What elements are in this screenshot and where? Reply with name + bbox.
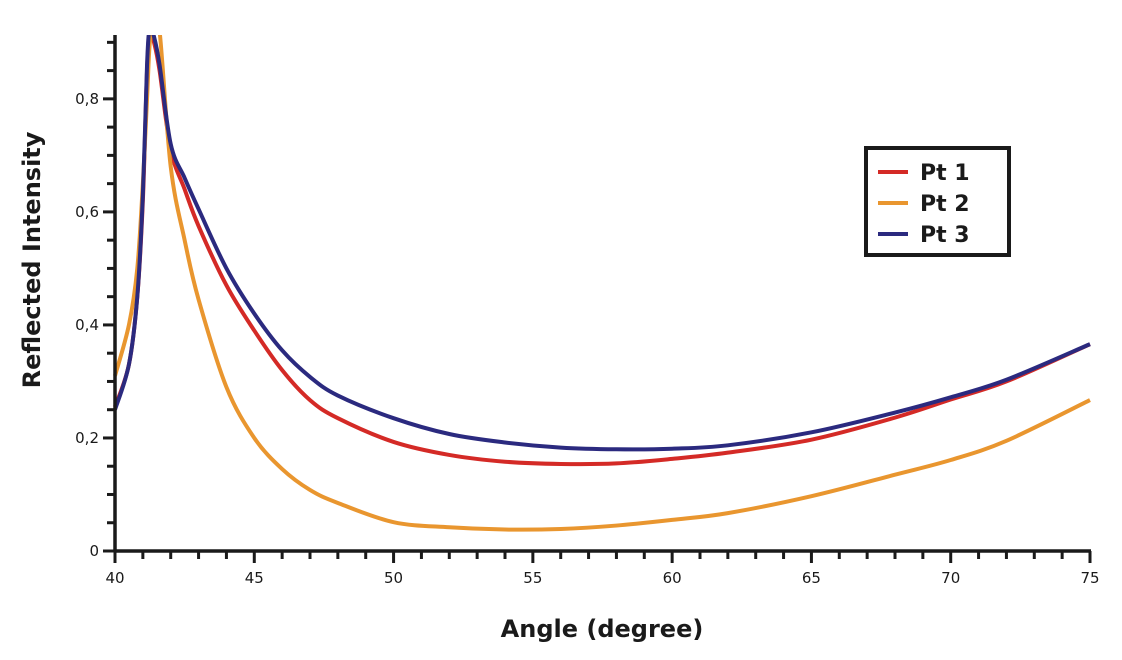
y-tick-label: 0,8	[75, 90, 99, 108]
x-tick-label: 75	[1080, 569, 1099, 587]
x-tick-label: 45	[245, 569, 264, 587]
legend-label-pt3: Pt 3	[920, 223, 970, 248]
x-tick-label: 55	[523, 569, 542, 587]
y-tick-label: 0,6	[75, 203, 99, 221]
y-tick-label: 0,4	[75, 316, 99, 334]
x-axis-title: Angle (degree)	[501, 615, 704, 643]
x-tick-label: 40	[105, 569, 124, 587]
y-tick-label: 0	[89, 542, 99, 560]
x-tick-label: 60	[663, 569, 682, 587]
legend: Pt 1 Pt 2 Pt 3	[864, 146, 1011, 257]
series-line-pt2	[113, 35, 1091, 532]
legend-label-pt1: Pt 1	[920, 161, 970, 186]
axes: 40 45 50 55 60 65 70 75 0 0,2 0,4 0,6 0,8	[75, 35, 1100, 587]
y-axis-title: Reflected Intensity	[18, 131, 46, 388]
x-tick-label: 65	[802, 569, 821, 587]
legend-label-pt2: Pt 2	[920, 192, 970, 217]
series-line-pt3	[113, 35, 1091, 452]
x-tick-label: 70	[941, 569, 960, 587]
y-tick-label: 0,2	[75, 429, 99, 447]
x-tick-label: 50	[384, 569, 403, 587]
series-layer	[113, 35, 1091, 532]
